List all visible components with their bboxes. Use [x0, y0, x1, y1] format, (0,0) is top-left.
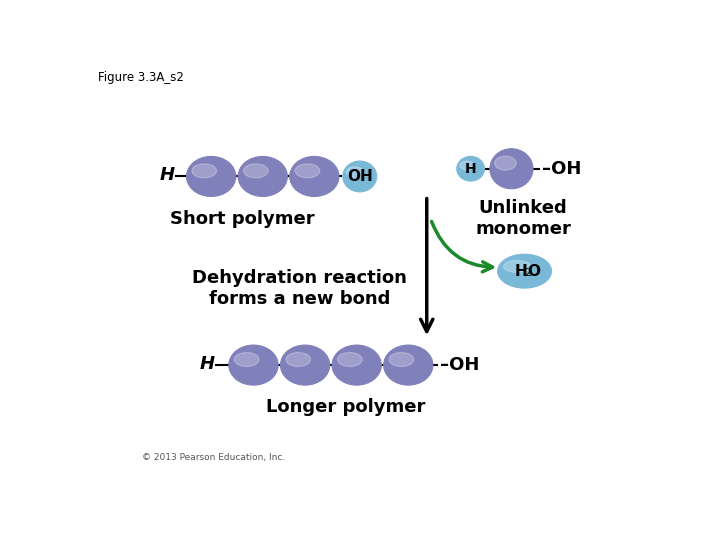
Ellipse shape — [243, 164, 268, 178]
Text: H: H — [200, 355, 215, 373]
Ellipse shape — [456, 157, 485, 181]
Ellipse shape — [490, 148, 533, 189]
Text: Short polymer: Short polymer — [170, 210, 314, 228]
Text: Longer polymer: Longer polymer — [266, 399, 426, 416]
Text: H: H — [465, 162, 477, 176]
Text: H: H — [160, 166, 175, 184]
Ellipse shape — [295, 164, 320, 178]
Ellipse shape — [289, 157, 339, 197]
Text: –OH: –OH — [542, 160, 582, 178]
Text: O: O — [527, 264, 540, 279]
Ellipse shape — [460, 161, 474, 170]
Text: Unlinked
monomer: Unlinked monomer — [475, 199, 571, 238]
Ellipse shape — [186, 157, 235, 197]
Text: Figure 3.3A_s2: Figure 3.3A_s2 — [98, 71, 184, 84]
Text: © 2013 Pearson Education, Inc.: © 2013 Pearson Education, Inc. — [142, 453, 285, 462]
Text: OH: OH — [347, 169, 373, 184]
Ellipse shape — [281, 345, 330, 385]
Text: H: H — [514, 264, 527, 279]
Text: 2: 2 — [524, 268, 531, 279]
Ellipse shape — [238, 157, 287, 197]
Ellipse shape — [346, 167, 364, 178]
Ellipse shape — [503, 260, 531, 272]
Ellipse shape — [384, 345, 433, 385]
Ellipse shape — [286, 353, 310, 367]
Text: Dehydration reaction
forms a new bond: Dehydration reaction forms a new bond — [192, 269, 407, 307]
Ellipse shape — [192, 164, 217, 178]
Ellipse shape — [332, 345, 382, 385]
Ellipse shape — [389, 353, 414, 367]
Ellipse shape — [338, 353, 362, 367]
Ellipse shape — [498, 254, 552, 288]
Text: –OH: –OH — [440, 356, 480, 374]
Ellipse shape — [234, 353, 259, 367]
Ellipse shape — [343, 161, 377, 192]
Ellipse shape — [229, 345, 278, 385]
Ellipse shape — [495, 156, 516, 170]
